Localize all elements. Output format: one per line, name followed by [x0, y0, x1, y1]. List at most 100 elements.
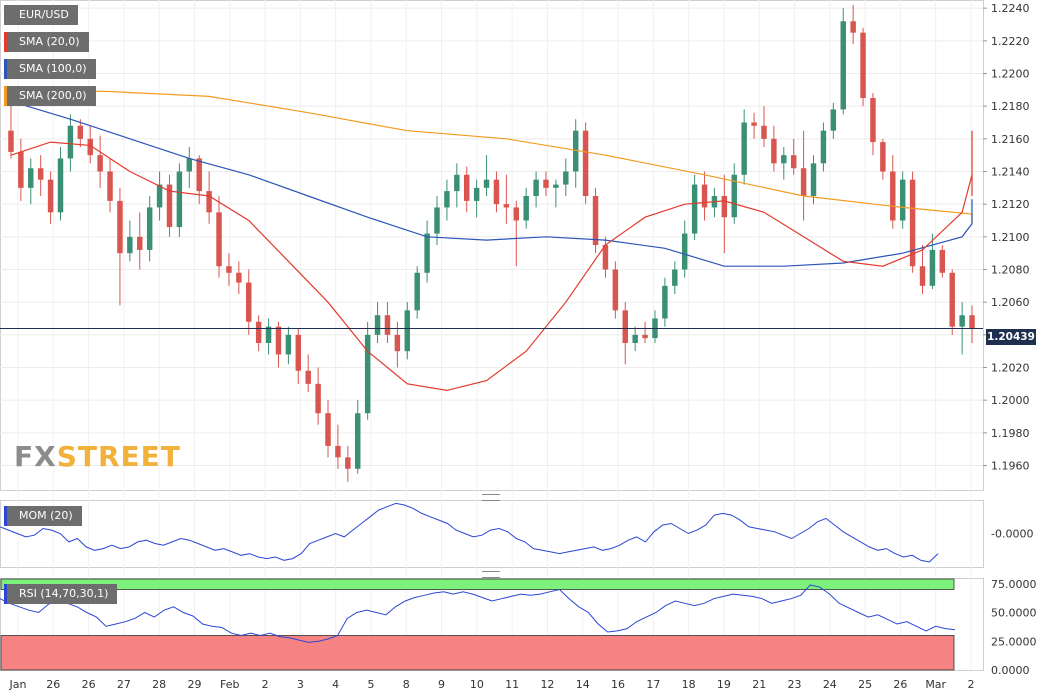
price-tick-label: 1.2120 — [991, 198, 1030, 211]
candle-body — [731, 174, 737, 218]
candle-body — [8, 130, 14, 152]
candle-body — [355, 413, 361, 469]
momentum-panel — [0, 502, 939, 563]
candle-body — [751, 122, 757, 126]
candle-body — [414, 272, 420, 311]
candle-body — [28, 168, 34, 188]
time-tick-label: 19 — [717, 678, 731, 691]
sma20-badge[interactable]: SMA (20,0) — [4, 32, 89, 52]
time-tick-label: 2 — [968, 678, 975, 691]
rsi-oversold-zone — [0, 635, 955, 671]
candle-body — [97, 155, 103, 172]
sma200-badge[interactable]: SMA (200,0) — [4, 86, 96, 106]
mom-resize-handle[interactable] — [482, 494, 500, 501]
candle-body — [860, 32, 866, 98]
sma100-badge[interactable]: SMA (100,0) — [4, 59, 96, 79]
candle-body — [929, 249, 936, 286]
candle-body — [939, 249, 946, 273]
candle-body — [820, 130, 827, 164]
time-tick-label: 21 — [752, 678, 766, 691]
price-tick-label: 1.1960 — [991, 460, 1030, 473]
candle-body — [87, 138, 93, 156]
candle-body — [553, 184, 559, 188]
candle-body — [701, 184, 708, 208]
candle-body — [969, 315, 975, 329]
candle-body — [186, 158, 193, 172]
time-tick-label: 5 — [367, 678, 374, 691]
price-tick-label: 1.2240 — [991, 2, 1030, 15]
rsi-tick-label: 0.0000 — [991, 664, 1030, 677]
time-tick-label: 26 — [46, 678, 60, 691]
candle-body — [137, 236, 143, 250]
price-tick-label: 1.2200 — [991, 68, 1030, 81]
candles — [8, 4, 975, 482]
candle-body — [117, 200, 123, 254]
candle-body — [77, 125, 84, 139]
candle-body — [899, 179, 906, 221]
current-price-value: 1.20439 — [987, 331, 1035, 343]
time-tick-label: 8 — [403, 678, 410, 691]
candle-body — [880, 142, 886, 172]
rsi-tick-label: 25.0000 — [991, 635, 1037, 648]
rsi-resize-handle[interactable] — [482, 571, 500, 578]
candle-body — [642, 334, 648, 339]
time-tick-label: Mar — [925, 678, 946, 691]
sma100-label: SMA (100,0) — [19, 62, 87, 75]
price-tick-label: 1.2060 — [991, 296, 1030, 309]
mom-line — [0, 502, 939, 563]
candle-body — [741, 122, 747, 175]
candle-body — [285, 334, 292, 355]
rsi-line — [0, 584, 956, 643]
candle-body — [18, 151, 24, 188]
rsi-tick-label: 75.0000 — [991, 578, 1037, 591]
candle-body — [483, 179, 490, 188]
candle-body — [246, 282, 252, 322]
candle-body — [563, 171, 569, 185]
candle-body — [374, 315, 381, 335]
time-tick-label: 27 — [117, 678, 131, 691]
rsi-badge[interactable]: RSI (14,70,30,1) — [4, 584, 118, 604]
moving-averages — [0, 89, 983, 392]
candle-body — [255, 321, 262, 343]
candle-body — [662, 285, 668, 319]
price-tick-label: 1.2020 — [991, 362, 1030, 375]
candle-body — [721, 196, 728, 218]
candle-body — [206, 191, 212, 213]
candle-body — [890, 171, 896, 221]
symbol-badge[interactable]: EUR/USD — [4, 5, 78, 25]
time-tick-label: 29 — [187, 678, 201, 691]
candle-body — [315, 383, 321, 414]
price-tick-label: 1.2080 — [991, 264, 1030, 277]
rsi-overbought-zone — [0, 578, 955, 590]
candle-body — [870, 98, 876, 143]
candle-body — [781, 155, 787, 164]
candle-body — [850, 21, 856, 33]
candle-body — [681, 233, 688, 270]
candle-body — [216, 212, 222, 267]
candle-body — [444, 191, 450, 208]
sma200-label: SMA (200,0) — [19, 89, 87, 102]
candle-body — [47, 179, 54, 213]
candle-body — [949, 272, 955, 327]
time-tick-label: Jan — [9, 678, 27, 691]
mom-badge[interactable]: MOM (20) — [4, 506, 82, 526]
time-tick-label: 14 — [576, 678, 590, 691]
price-tick-label: 1.2180 — [991, 100, 1030, 113]
time-tick-label: 24 — [823, 678, 837, 691]
time-tick-label: 28 — [152, 678, 166, 691]
candle-body — [384, 315, 391, 335]
candle-body — [632, 334, 638, 343]
candle-body — [226, 266, 232, 273]
candle-body — [176, 171, 183, 228]
candle-body — [464, 174, 470, 201]
candle-body — [394, 334, 401, 352]
time-tick-label: 18 — [682, 678, 696, 691]
candle-body — [602, 245, 609, 270]
candle-body — [909, 179, 916, 267]
candle-body — [493, 179, 500, 205]
candle-body — [810, 163, 817, 196]
rsi-panel — [0, 578, 956, 671]
candle-body — [523, 196, 529, 221]
candle-body — [503, 204, 510, 208]
